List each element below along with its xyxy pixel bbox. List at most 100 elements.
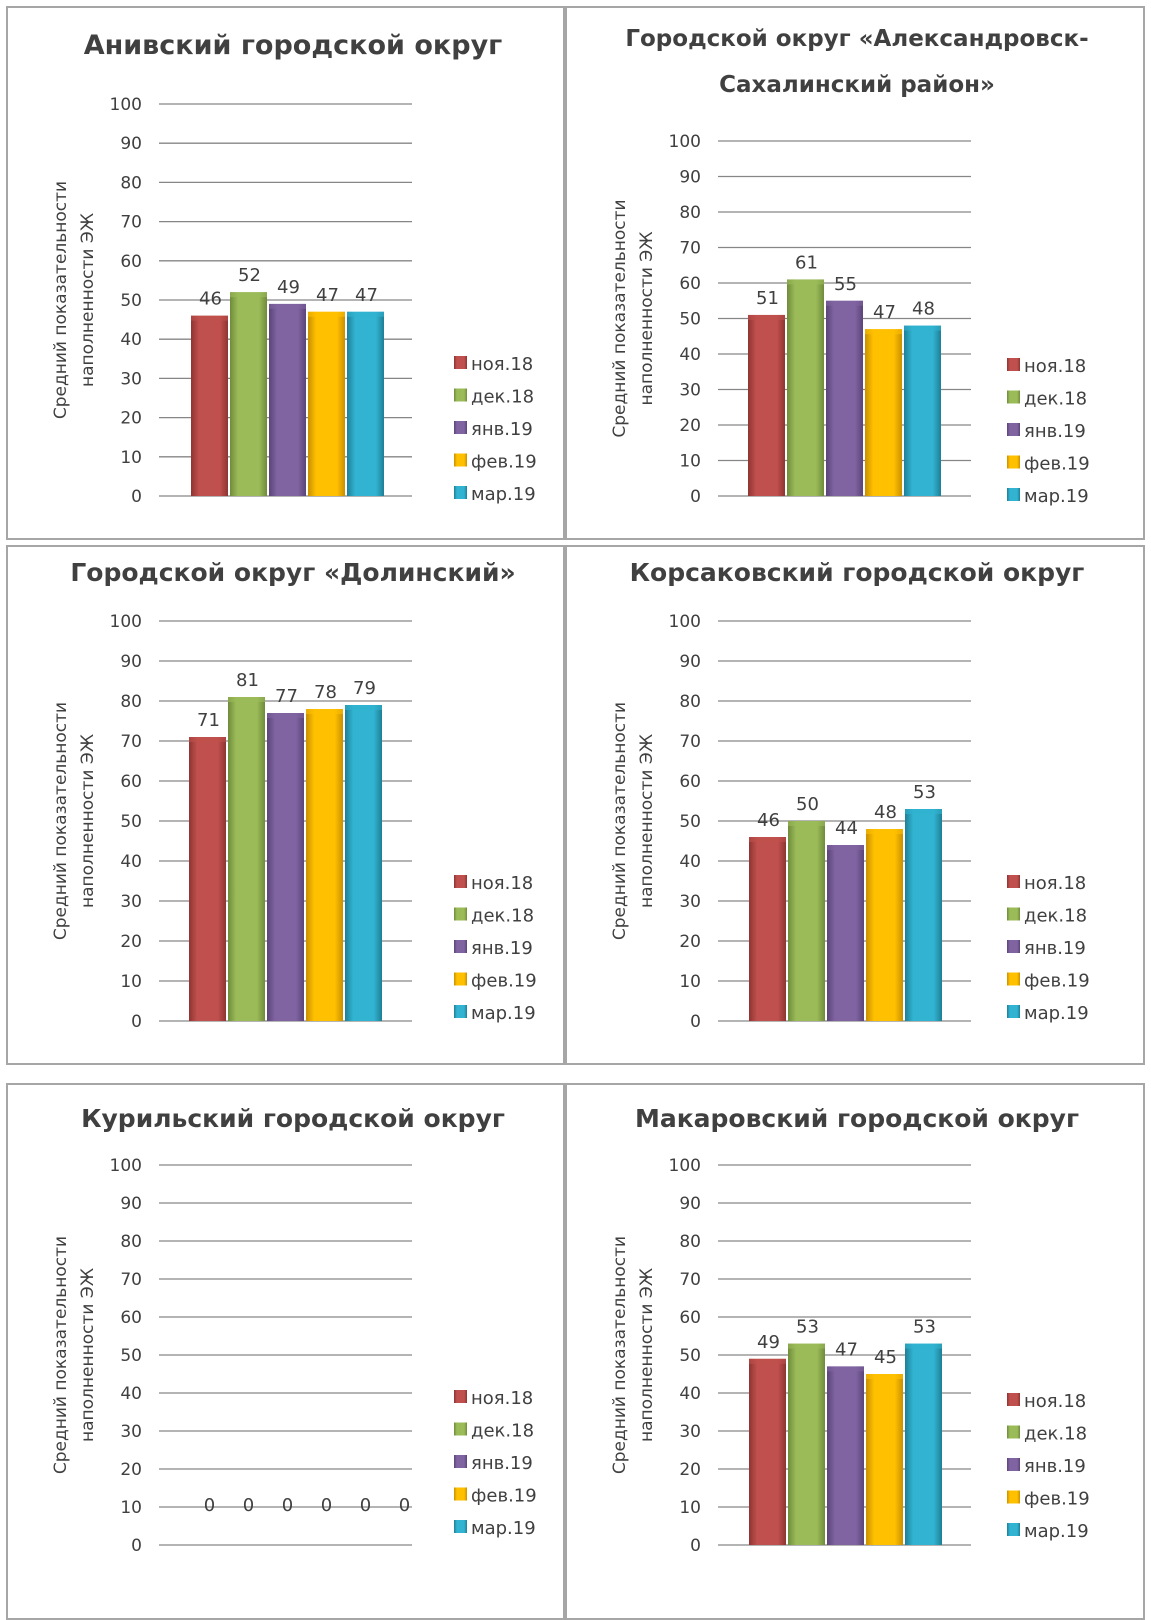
bar-top xyxy=(267,713,304,718)
legend-entry: фев.19 xyxy=(471,1486,537,1507)
y-tick-label: 40 xyxy=(679,1384,701,1404)
y-tick-label: 60 xyxy=(120,1308,142,1328)
chart-svg: Городской округ «Александровск- Сахалинск… xyxy=(610,26,1090,507)
data-label: 47 xyxy=(873,302,896,323)
y-tick-label: 50 xyxy=(679,310,701,330)
data-label: 0 xyxy=(204,1495,215,1516)
bar-top xyxy=(749,837,786,842)
y-axis-label: Средний показательности xyxy=(610,1236,630,1474)
legend-swatch xyxy=(454,388,467,402)
data-label: 71 xyxy=(197,710,220,731)
y-tick-label: 90 xyxy=(679,1194,701,1214)
data-label: 48 xyxy=(874,802,897,823)
legend-entry: мар.19 xyxy=(1024,1521,1089,1542)
y-tick-label: 80 xyxy=(120,173,142,193)
legend-swatch xyxy=(454,356,467,369)
y-axis-label: Средний показательности xyxy=(610,199,630,437)
y-tick-label: 0 xyxy=(131,1012,142,1032)
data-label: 46 xyxy=(757,810,780,831)
legend-swatch xyxy=(1007,875,1020,888)
legend-entry: ноя.18 xyxy=(471,873,533,894)
y-tick-label: 0 xyxy=(690,487,701,507)
y-tick-label: 80 xyxy=(679,692,701,712)
y-axis-label: Средний показательности xyxy=(51,1236,71,1474)
y-tick-label: 20 xyxy=(120,409,142,429)
chart-title: Макаровский городской округ xyxy=(635,1104,1079,1133)
data-label: 49 xyxy=(757,1332,780,1353)
chart-panel-aleksandrovsk: Городской округ «Александровск- Сахалинск… xyxy=(565,6,1145,540)
data-label: 44 xyxy=(835,818,858,839)
data-label: 0 xyxy=(399,1495,410,1516)
legend-entry: янв.19 xyxy=(471,938,533,959)
chart-svg: Анивский городской округ Средний показате… xyxy=(51,30,537,507)
legend-swatch xyxy=(454,421,467,434)
legend-swatch xyxy=(454,972,467,986)
y-tick-label: 100 xyxy=(110,95,142,115)
legend-swatch xyxy=(1007,1425,1020,1439)
y-axis-label: наполненности ЭЖ xyxy=(78,734,98,908)
data-label: 49 xyxy=(277,277,300,298)
legend-entry: дек.18 xyxy=(471,387,534,408)
y-tick-label: 50 xyxy=(120,812,142,832)
y-tick-label: 10 xyxy=(120,448,142,468)
y-tick-label: 70 xyxy=(120,213,142,233)
y-axis-label: наполненности ЭЖ xyxy=(637,1268,657,1442)
legend-swatch xyxy=(454,1487,467,1501)
data-label: 0 xyxy=(360,1495,371,1516)
legend-swatch xyxy=(454,940,467,953)
y-axis-label: наполненности ЭЖ xyxy=(637,231,657,405)
data-label: 53 xyxy=(913,782,936,803)
bar xyxy=(826,300,863,496)
data-label: 77 xyxy=(275,686,298,707)
legend-swatch xyxy=(454,1520,467,1533)
chart-svg: Корсаковский городской округ Средний пока… xyxy=(610,558,1090,1032)
legend-swatch xyxy=(454,1455,467,1468)
legend-swatch xyxy=(1007,455,1020,469)
bar xyxy=(191,315,228,496)
bar xyxy=(345,705,382,1021)
bar xyxy=(308,311,345,496)
chart-panel-kurilsky: Курильский городской округ Средний показа… xyxy=(6,1083,565,1620)
y-tick-label: 100 xyxy=(110,612,142,632)
chart-title: Городской округ «Александровск- xyxy=(625,26,1088,52)
bar xyxy=(827,1366,864,1545)
y-tick-label: 0 xyxy=(131,1536,142,1556)
y-tick-label: 20 xyxy=(679,1460,701,1480)
bar-top xyxy=(306,709,343,714)
legend-entry: ноя.18 xyxy=(1024,1391,1086,1412)
legend-entry: мар.19 xyxy=(471,1003,536,1024)
legend-entry: дек.18 xyxy=(471,906,534,927)
legend-entry: ноя.18 xyxy=(1024,873,1086,894)
data-label: 53 xyxy=(796,1317,819,1338)
chart-title: Анивский городской округ xyxy=(84,30,503,61)
bar xyxy=(905,809,942,1021)
y-tick-label: 40 xyxy=(679,852,701,872)
data-label: 78 xyxy=(314,682,337,703)
bar xyxy=(787,279,824,496)
bar xyxy=(788,1343,825,1545)
y-tick-label: 60 xyxy=(679,1308,701,1328)
legend-swatch xyxy=(454,486,467,499)
chart-title: Курильский городской округ xyxy=(81,1104,505,1133)
legend-swatch xyxy=(1007,390,1020,404)
bar-top xyxy=(866,1374,903,1379)
y-axis-label: Средний показательности xyxy=(51,702,71,940)
chart-svg: Городской округ «Долинский» Средний показ… xyxy=(51,558,537,1032)
legend-entry: мар.19 xyxy=(1024,1003,1089,1024)
legend-swatch xyxy=(454,1005,467,1018)
bar xyxy=(827,845,864,1021)
bar xyxy=(230,292,267,496)
chart-title: Городской округ «Долинский» xyxy=(70,558,515,587)
legend-entry: фев.19 xyxy=(471,452,537,473)
legend-swatch xyxy=(454,453,467,467)
legend-entry: мар.19 xyxy=(471,1518,536,1539)
data-label: 48 xyxy=(912,299,935,320)
legend-swatch xyxy=(454,907,467,921)
bar-top xyxy=(865,329,902,335)
y-tick-label: 10 xyxy=(120,972,142,992)
data-label: 47 xyxy=(355,285,378,306)
data-label: 47 xyxy=(316,285,339,306)
data-label: 51 xyxy=(756,288,779,309)
bar xyxy=(749,1358,786,1545)
legend-entry: янв.19 xyxy=(471,1453,533,1474)
